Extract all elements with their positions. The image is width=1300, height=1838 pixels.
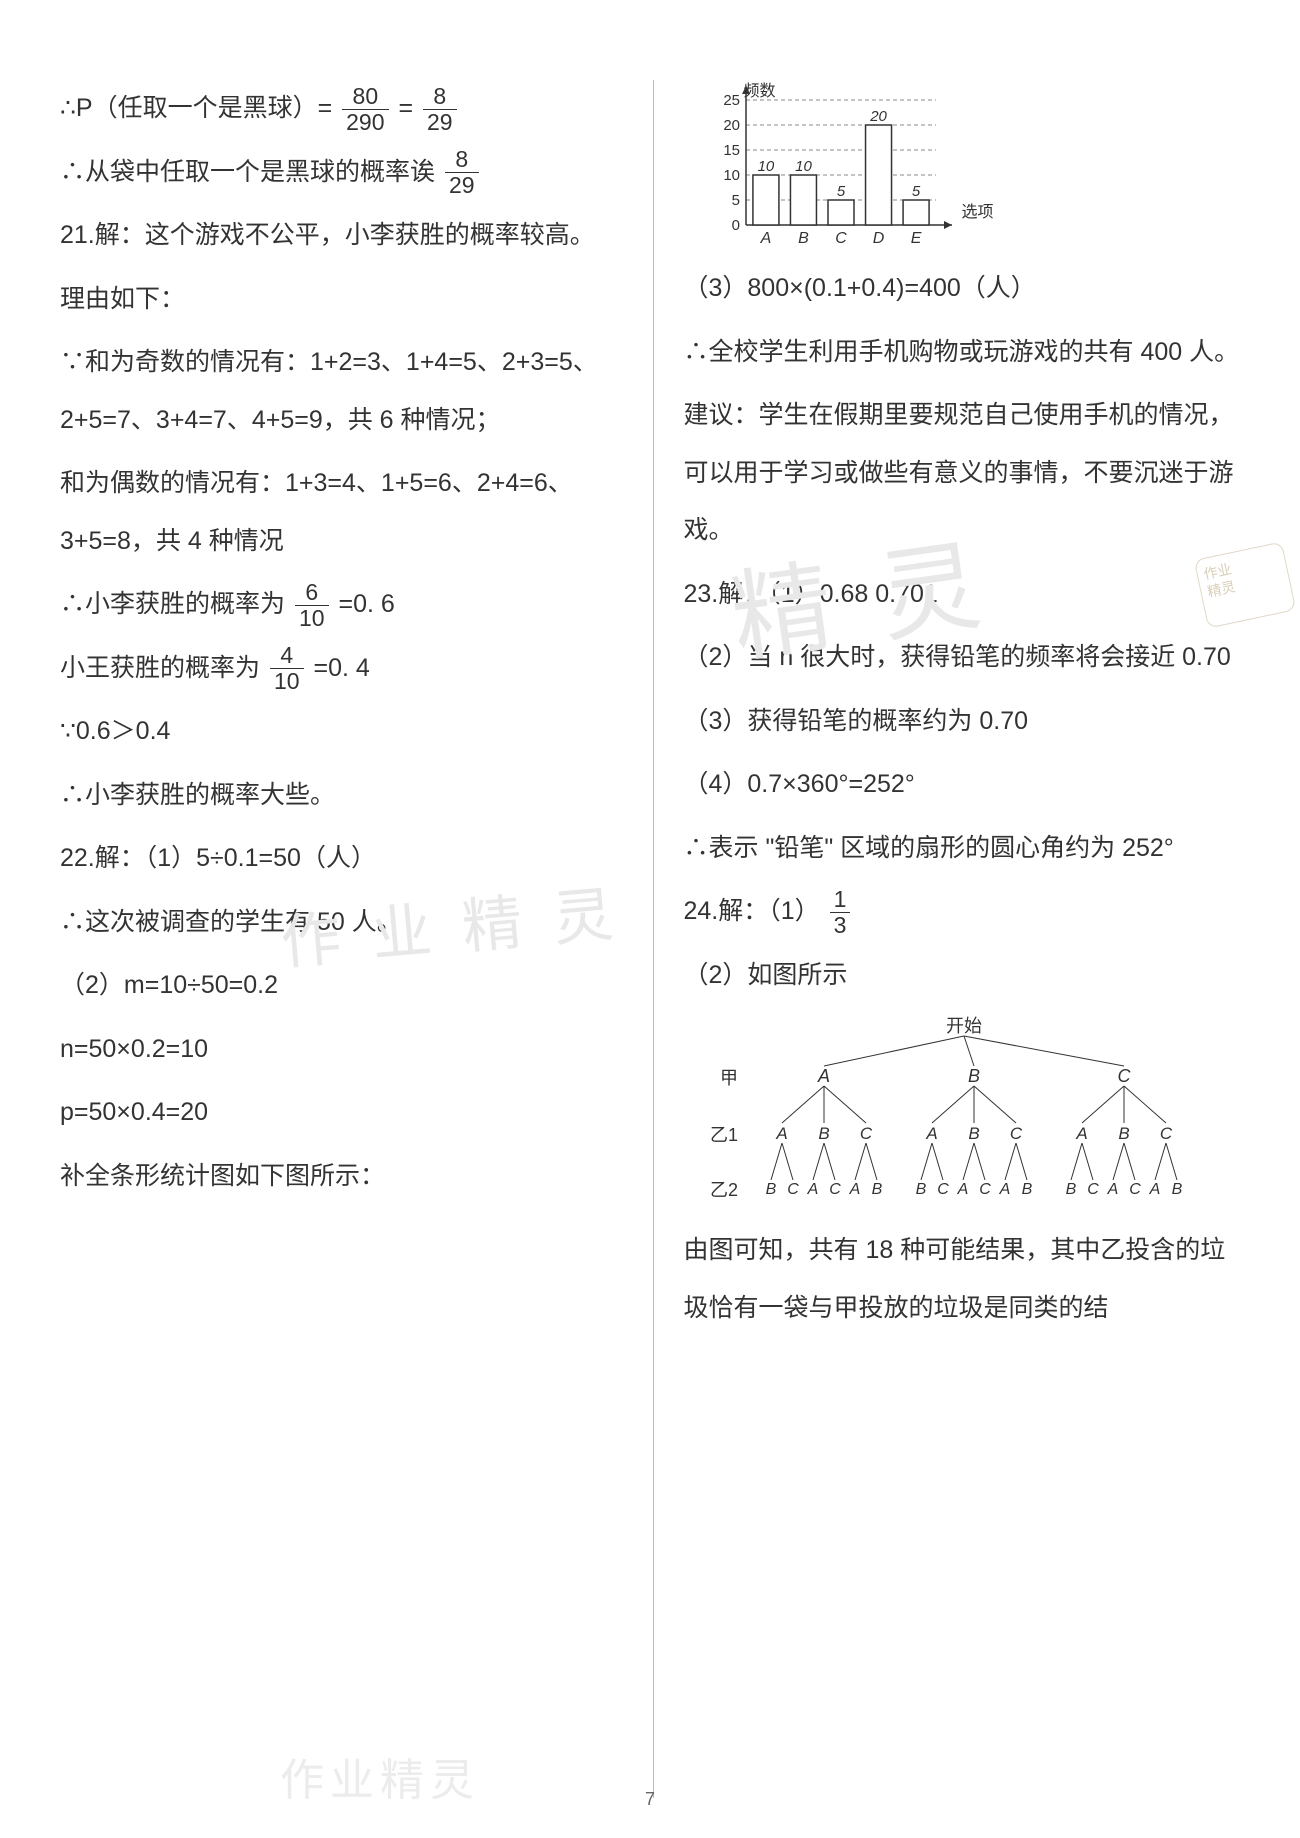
body-text: ∵0.6＞0.4 (60, 703, 627, 761)
svg-text:C: C (829, 1181, 841, 1198)
svg-text:A: A (806, 1181, 818, 1198)
body-text: ∴这次被调查的学生有 50 人。 (60, 894, 627, 952)
column-divider (653, 80, 654, 1798)
body-text: （2）m=10÷50=0.2 (60, 957, 627, 1015)
probability-tree-diagram: 开始甲乙1乙2ABCABCABCABCBCACABBCACABBCACAB (694, 1012, 1194, 1212)
body-text: 补全条形统计图如下图所示： (60, 1148, 627, 1206)
svg-text:15: 15 (723, 142, 740, 159)
svg-text:甲: 甲 (720, 1068, 738, 1088)
svg-text:B: B (798, 230, 809, 247)
svg-text:5: 5 (911, 183, 920, 200)
svg-text:C: C (787, 1181, 799, 1198)
svg-text:A: A (1106, 1181, 1118, 1198)
svg-text:5: 5 (731, 192, 739, 209)
body-text: 小王获胜的概率为 410 =0. 4 (60, 640, 627, 698)
svg-text:25: 25 (723, 92, 740, 109)
left-column: ∴P（任取一个是黑球）= 80290 = 829 ∴从袋中任取一个是黑球的概率诶… (60, 80, 647, 1798)
right-column: 频数 选项 051015202510A10B5C20D5E （3）800×(0.… (660, 80, 1251, 1798)
body-text: 23.解：（1）0.68 0.701 (684, 566, 1251, 624)
body-text: （2）当 n 很大时，获得铅笔的频率将会接近 0.70 (684, 629, 1251, 687)
svg-text:C: C (1087, 1181, 1099, 1198)
svg-text:A: A (925, 1124, 937, 1143)
svg-text:C: C (835, 230, 847, 247)
body-text: 24.解：（1） 13 (684, 883, 1251, 941)
body-text: n=50×0.2=10 (60, 1021, 627, 1079)
svg-text:B: B (1118, 1124, 1129, 1143)
svg-text:B: B (1171, 1181, 1182, 1198)
svg-text:10: 10 (757, 158, 774, 175)
svg-text:C: C (979, 1181, 991, 1198)
svg-text:开始: 开始 (946, 1016, 982, 1036)
body-text: 建议：学生在假期里要规范自己使用手机的情况，可以用于学习或做些有意义的事情，不要… (684, 387, 1251, 560)
body-text: 和为偶数的情况有：1+3=4、1+5=6、2+4=6、3+5=8，共 4 种情况 (60, 455, 627, 570)
svg-text:C: C (1159, 1124, 1172, 1143)
body-text: ∴P（任取一个是黑球）= 80290 = 829 (60, 80, 627, 138)
svg-text:B: B (1065, 1181, 1076, 1198)
svg-text:乙2: 乙2 (710, 1180, 738, 1200)
svg-text:0: 0 (731, 217, 739, 234)
svg-text:B: B (915, 1181, 926, 1198)
svg-text:10: 10 (795, 158, 812, 175)
svg-text:10: 10 (723, 167, 740, 184)
svg-text:A: A (956, 1181, 968, 1198)
svg-text:C: C (1009, 1124, 1022, 1143)
svg-text:A: A (759, 230, 771, 247)
svg-text:E: E (910, 230, 921, 247)
svg-text:A: A (775, 1124, 787, 1143)
two-column-layout: ∴P（任取一个是黑球）= 80290 = 829 ∴从袋中任取一个是黑球的概率诶… (60, 80, 1250, 1798)
svg-text:B: B (818, 1124, 829, 1143)
svg-text:C: C (859, 1124, 872, 1143)
svg-text:B: B (765, 1181, 776, 1198)
body-text: p=50×0.4=20 (60, 1084, 627, 1142)
svg-text:C: C (1117, 1066, 1131, 1086)
svg-text:A: A (848, 1181, 860, 1198)
body-text: 由图可知，共有 18 种可能结果，其中乙投含的垃圾恰有一袋与甲投放的垃圾是同类的… (684, 1222, 1251, 1337)
svg-text:A: A (816, 1066, 829, 1086)
svg-text:A: A (998, 1181, 1010, 1198)
body-text: 理由如下： (60, 271, 627, 329)
body-text: ∴从袋中任取一个是黑球的概率诶 829 (60, 144, 627, 202)
body-text: 21.解：这个游戏不公平，小李获胜的概率较高。 (60, 207, 627, 265)
svg-text:5: 5 (836, 183, 845, 200)
svg-text:C: C (1129, 1181, 1141, 1198)
svg-text:20: 20 (723, 117, 740, 134)
body-text: ∴表示 "铅笔" 区域的扇形的圆心角约为 252° (684, 820, 1251, 878)
body-text: ∴小李获胜的概率为 610 =0. 6 (60, 576, 627, 634)
svg-text:乙1: 乙1 (710, 1125, 738, 1145)
body-text: （4）0.7×360°=252° (684, 756, 1251, 814)
body-text: ∴小李获胜的概率大些。 (60, 767, 627, 825)
body-text: ∴全校学生利用手机购物或玩游戏的共有 400 人。 (684, 324, 1251, 382)
svg-text:D: D (872, 230, 884, 247)
body-text: 22.解：（1）5÷0.1=50（人） (60, 830, 627, 888)
svg-text:A: A (1075, 1124, 1087, 1143)
body-text: （2）如图所示 (684, 947, 1251, 1005)
svg-text:B: B (871, 1181, 882, 1198)
page-number: 7 (645, 1789, 655, 1810)
frequency-bar-chart: 频数 选项 051015202510A10B5C20D5E (704, 80, 974, 250)
svg-text:B: B (968, 1124, 979, 1143)
body-text: （3）800×(0.1+0.4)=400（人） (684, 260, 1251, 318)
body-text: （3）获得铅笔的概率约为 0.70 (684, 693, 1251, 751)
svg-text:20: 20 (869, 108, 887, 125)
svg-text:B: B (1021, 1181, 1032, 1198)
svg-text:B: B (967, 1066, 979, 1086)
body-text: ∵和为奇数的情况有：1+2=3、1+4=5、2+3=5、2+5=7、3+4=7、… (60, 334, 627, 449)
svg-text:A: A (1148, 1181, 1160, 1198)
svg-text:C: C (937, 1181, 949, 1198)
